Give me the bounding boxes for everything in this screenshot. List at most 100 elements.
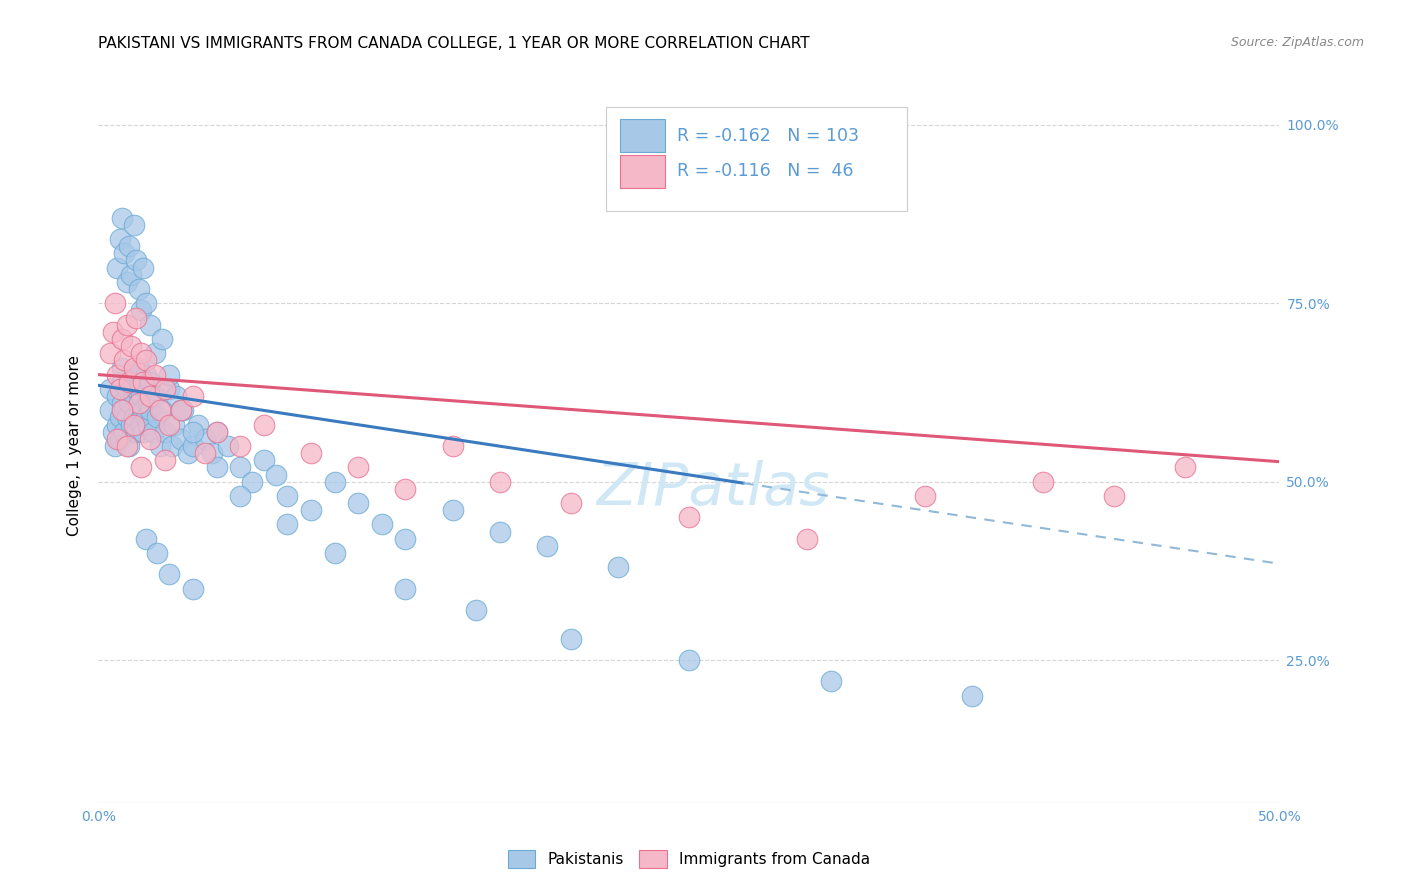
Point [122, 218, 145, 232]
Point [142, 425, 165, 439]
Point [146, 546, 169, 560]
Point [135, 410, 157, 425]
Point [240, 475, 263, 489]
Point [129, 303, 152, 318]
Point [181, 425, 204, 439]
Point [135, 532, 157, 546]
Point [170, 403, 193, 417]
Point [149, 439, 172, 453]
Point [111, 403, 134, 417]
Point [135, 296, 157, 310]
Point [118, 375, 141, 389]
Point [125, 382, 148, 396]
Point [323, 546, 346, 560]
Point [111, 211, 134, 225]
Point [394, 482, 416, 496]
Point [136, 396, 159, 410]
Point [115, 318, 138, 332]
Text: Source: ZipAtlas.com: Source: ZipAtlas.com [1230, 36, 1364, 49]
Point [112, 246, 135, 260]
Point [157, 417, 180, 432]
Point [371, 517, 394, 532]
Point [160, 439, 183, 453]
Point [536, 539, 558, 553]
Point [108, 410, 131, 425]
Point [129, 346, 152, 360]
Point [129, 417, 152, 432]
Point [465, 603, 488, 617]
Point [194, 446, 217, 460]
Point [135, 353, 157, 368]
Point [118, 396, 141, 410]
Point [104, 296, 127, 310]
Point [121, 268, 143, 282]
Point [157, 382, 180, 396]
Point [115, 275, 138, 289]
Point [108, 432, 131, 446]
Point [125, 310, 148, 325]
Point [181, 582, 204, 596]
Point [1032, 475, 1054, 489]
Point [132, 403, 155, 417]
Point [150, 332, 173, 346]
Point [347, 460, 370, 475]
Point [299, 446, 322, 460]
Point [118, 239, 141, 253]
Point [115, 382, 138, 396]
Point [122, 417, 145, 432]
Point [129, 460, 152, 475]
Point [115, 410, 138, 425]
Point [98, 346, 121, 360]
Point [560, 496, 582, 510]
Point [187, 417, 209, 432]
Point [441, 503, 464, 517]
Point [276, 489, 298, 503]
Point [105, 417, 128, 432]
Point [111, 396, 134, 410]
Text: R = -0.162   N = 103: R = -0.162 N = 103 [678, 127, 859, 145]
Point [128, 360, 150, 375]
Point [105, 368, 128, 382]
Point [153, 453, 176, 467]
Point [121, 375, 143, 389]
FancyBboxPatch shape [620, 120, 665, 152]
Point [112, 353, 135, 368]
Point [157, 567, 180, 582]
Point [201, 446, 224, 460]
Point [1102, 489, 1125, 503]
Point [177, 446, 200, 460]
Point [153, 382, 176, 396]
Point [489, 524, 512, 539]
Point [157, 368, 180, 382]
Point [135, 368, 157, 382]
Point [122, 389, 145, 403]
Point [150, 403, 173, 417]
Point [132, 375, 155, 389]
Point [105, 260, 128, 275]
Point [139, 375, 162, 389]
Point [129, 389, 152, 403]
Point [104, 439, 127, 453]
Point [139, 318, 162, 332]
Point [139, 403, 162, 417]
Point [229, 439, 252, 453]
Point [194, 432, 217, 446]
Point [394, 582, 416, 596]
Point [607, 560, 630, 574]
Point [143, 389, 166, 403]
Point [128, 403, 150, 417]
Text: PAKISTANI VS IMMIGRANTS FROM CANADA COLLEGE, 1 YEAR OR MORE CORRELATION CHART: PAKISTANI VS IMMIGRANTS FROM CANADA COLL… [98, 36, 810, 51]
Point [560, 632, 582, 646]
Point [115, 439, 138, 453]
Point [125, 425, 148, 439]
Point [122, 360, 145, 375]
Point [111, 375, 134, 389]
Point [132, 425, 155, 439]
Point [229, 460, 252, 475]
Point [122, 410, 145, 425]
Point [128, 282, 150, 296]
Point [489, 475, 512, 489]
Point [820, 674, 842, 689]
FancyBboxPatch shape [606, 107, 907, 211]
Point [441, 439, 464, 453]
